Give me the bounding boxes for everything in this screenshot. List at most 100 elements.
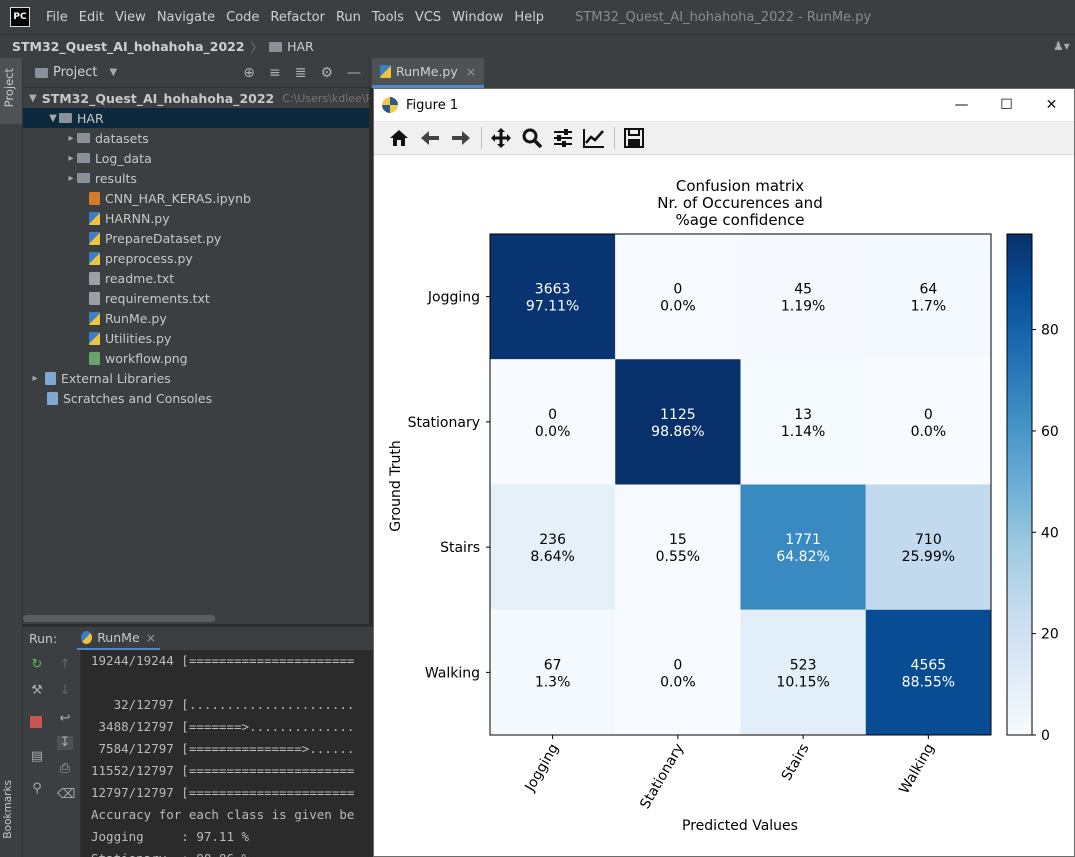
run-panel-header: Run: RunMe × — [23, 626, 373, 651]
locate-icon[interactable]: ⊕ — [243, 64, 255, 81]
scroll-down-icon[interactable]: ↓ — [59, 683, 71, 698]
python-icon — [81, 630, 93, 644]
x-tick-label: Stationary — [637, 741, 687, 812]
project-panel-title[interactable]: Project — [53, 65, 98, 80]
tree-file-label: CNN_HAR_KERAS.ipynb — [105, 190, 251, 206]
cell-percent-label: 88.55% — [902, 674, 955, 690]
chevron-down-icon[interactable]: ▼ — [29, 92, 37, 104]
horizontal-scrollbar[interactable] — [23, 615, 215, 622]
tree-file[interactable]: HARNN.py — [23, 208, 369, 228]
close-window-icon[interactable]: ✕ — [1045, 97, 1058, 113]
folder-icon — [77, 133, 90, 143]
project-panel: Project ▼ ⊕ ≡ ≣ ⚙ — ▼ STM32_Quest_AI_hoh… — [23, 58, 369, 624]
breadcrumb-folder[interactable]: HAR — [287, 39, 314, 54]
edit-axis-icon[interactable] — [581, 126, 607, 150]
expand-all-icon[interactable]: ≡ — [268, 64, 281, 81]
rerun-icon[interactable]: ↻ — [31, 657, 43, 672]
trash-icon[interactable]: ⌫ — [57, 787, 76, 802]
chevron-right-icon[interactable]: ▸ — [68, 132, 74, 144]
menu-refactor[interactable]: Refactor — [270, 9, 325, 25]
print-icon[interactable]: ⎙ — [59, 761, 71, 776]
tree-external-libraries[interactable]: ▸ External Libraries — [23, 368, 369, 388]
confusion-matrix-chart: Confusion matrix Nr. of Occurences and %… — [388, 177, 1059, 834]
save-icon[interactable] — [621, 126, 647, 150]
tab-runme[interactable]: RunMe.py × — [372, 58, 485, 88]
tree-folder-datasets[interactable]: ▸ datasets — [23, 128, 369, 148]
stop-icon[interactable] — [30, 716, 42, 728]
menu-run[interactable]: Run — [335, 9, 361, 25]
configure-subplots-icon[interactable] — [550, 126, 576, 150]
zoom-icon[interactable] — [519, 126, 545, 150]
menu-file[interactable]: File — [46, 9, 68, 25]
chevron-right-icon[interactable]: ▸ — [68, 152, 74, 164]
colorbar-tick-label: 60 — [1041, 424, 1059, 440]
colorbar-tick-label: 20 — [1041, 627, 1059, 643]
menu-navigate[interactable]: Navigate — [156, 9, 216, 25]
image-file-icon — [89, 351, 100, 365]
tree-folder-log-data[interactable]: ▸ Log_data — [23, 148, 369, 168]
tree-file[interactable]: preprocess.py — [23, 248, 369, 268]
notebook-file-icon — [89, 191, 100, 205]
wrench-icon[interactable]: ⚒ — [31, 683, 43, 698]
hide-panel-icon[interactable]: — — [347, 64, 361, 81]
cell-count-label: 64 — [919, 282, 937, 298]
tree-file[interactable]: workflow.png — [23, 348, 369, 368]
chevron-down-icon[interactable]: ▼ — [109, 67, 118, 78]
home-icon[interactable] — [386, 126, 412, 150]
menu-vcs[interactable]: VCS — [414, 9, 442, 25]
menu-edit[interactable]: Edit — [78, 9, 104, 25]
menu-window[interactable]: Window — [452, 9, 504, 25]
tree-file[interactable]: requirements.txt — [23, 288, 369, 308]
console-output[interactable]: 19244/19244 [====================== 32/1… — [81, 650, 373, 857]
layout-icon[interactable]: ▤ — [30, 749, 44, 764]
tree-file[interactable]: Utilities.py — [23, 328, 369, 348]
scroll-to-end-icon[interactable]: ↧ — [57, 736, 73, 750]
tree-folder-har[interactable]: ▼ HAR — [23, 108, 369, 128]
back-icon[interactable] — [417, 126, 443, 150]
maximize-icon[interactable]: ☐ — [1000, 97, 1013, 113]
tree-file[interactable]: RunMe.py — [23, 308, 369, 328]
left-tool-strip: Project Bookmarks — [0, 58, 23, 857]
tree-scratches[interactable]: Scratches and Consoles — [23, 388, 369, 408]
library-icon — [45, 371, 56, 385]
tree-file[interactable]: PrepareDataset.py — [23, 228, 369, 248]
run-tab-label: RunMe — [97, 629, 140, 645]
minimize-icon[interactable]: — — [954, 97, 969, 113]
scroll-up-icon[interactable]: ↑ — [59, 657, 71, 672]
bookmarks-tool-tab[interactable]: Bookmarks — [2, 780, 14, 839]
soft-wrap-icon[interactable]: ↩ — [59, 711, 71, 726]
cell-percent-label: 0.0% — [660, 674, 696, 690]
tab-runme-run[interactable]: RunMe × — [77, 627, 161, 651]
chevron-right-icon[interactable]: ▸ — [32, 372, 38, 384]
tree-root-path: C:\Users\kdlee\Py — [282, 91, 369, 105]
tree-folder-results[interactable]: ▸ results — [23, 168, 369, 188]
close-icon[interactable]: × — [145, 629, 157, 645]
menu-view[interactable]: View — [114, 9, 146, 25]
cell-count-label: 67 — [544, 657, 562, 673]
breadcrumb: STM32_Quest_AI_hohahoha_2022 〉 HAR ♟▾ — [0, 34, 1075, 58]
project-tool-tab[interactable]: Project — [2, 68, 16, 108]
pan-icon[interactable] — [488, 126, 514, 150]
gear-icon[interactable]: ⚙ — [320, 64, 333, 81]
chevron-down-icon[interactable]: ▼ — [49, 112, 57, 124]
menu-tools[interactable]: Tools — [371, 9, 404, 25]
cell-percent-label: 64.82% — [776, 549, 829, 565]
run-toolbar: ↻ ↑ ⚒ ↓ ↩ ↧ ▤ ⎙ ⚲ ⌫ — [23, 650, 81, 857]
cell-count-label: 13 — [794, 407, 812, 423]
close-icon[interactable]: × — [465, 64, 477, 79]
chevron-right-icon[interactable]: ▸ — [68, 172, 74, 184]
tree-file[interactable]: CNN_HAR_KERAS.ipynb — [23, 188, 369, 208]
user-icon[interactable]: ♟▾ — [1053, 39, 1070, 53]
forward-icon[interactable] — [448, 126, 474, 150]
pin-icon[interactable]: ⚲ — [32, 781, 42, 796]
tree-file[interactable]: readme.txt — [23, 268, 369, 288]
menu-code[interactable]: Code — [226, 9, 260, 25]
heatmap-cell — [490, 609, 616, 735]
tree-root[interactable]: ▼ STM32_Quest_AI_hohahoha_2022 C:\Users\… — [23, 88, 369, 108]
tree-file-label: PrepareDataset.py — [105, 230, 222, 246]
breadcrumb-project[interactable]: STM32_Quest_AI_hohahoha_2022 — [12, 39, 245, 54]
heatmap-cell — [490, 484, 616, 610]
collapse-all-icon[interactable]: ≣ — [294, 64, 307, 81]
ide-title-bar: PC File Edit View Navigate Code Refactor… — [0, 0, 1075, 34]
menu-help[interactable]: Help — [514, 9, 545, 25]
